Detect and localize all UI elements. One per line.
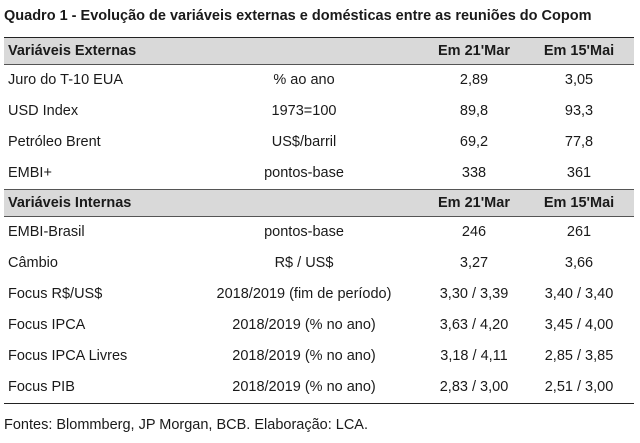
variable-name: EMBI+ [8, 165, 52, 181]
value-date2: 261 [566, 224, 592, 240]
value-date1: 338 [461, 165, 487, 181]
value-date2: 3,05 [564, 72, 594, 88]
section-label: Variáveis Externas [8, 43, 137, 59]
table-row: Focus PIB 2018/2019 (% no ano) 2,83 / 3,… [4, 372, 634, 403]
data-table: Variáveis Externas Em 21'Mar Em 15'Mai J… [4, 37, 634, 404]
source-footnote: Fontes: Blommberg, JP Morgan, BCB. Elabo… [4, 417, 369, 433]
variable-name: Petróleo Brent [8, 134, 101, 150]
table-row: USD Index 1973=100 89,8 93,3 [4, 96, 634, 127]
table-row: Focus R$/US$ 2018/2019 (fim de período) … [4, 279, 634, 310]
value-date1: 2,89 [459, 72, 489, 88]
value-date1: 3,63 / 4,20 [439, 317, 509, 333]
column-header-date2: Em 15'Mai [543, 195, 615, 211]
variable-unit: 2018/2019 (% no ano) [232, 317, 376, 333]
variable-name: Focus R$/US$ [8, 286, 103, 302]
value-date2: 2,85 / 3,85 [544, 348, 614, 364]
table-row: Câmbio R$ / US$ 3,27 3,66 [4, 248, 634, 279]
value-date2: 2,51 / 3,00 [544, 379, 614, 395]
variable-name: Focus IPCA [8, 317, 86, 333]
variable-unit: 1973=100 [271, 103, 337, 119]
variable-name: Focus IPCA Livres [8, 348, 128, 364]
table-title: Quadro 1 - Evolução de variáveis externa… [4, 8, 592, 24]
variable-unit: US$/barril [271, 134, 337, 150]
column-header-date1: Em 21'Mar [438, 43, 510, 59]
column-header-date2: Em 15'Mai [543, 43, 615, 59]
table-row: EMBI+ pontos-base 338 361 [4, 158, 634, 189]
variable-name: Juro do T-10 EUA [8, 72, 123, 88]
variable-name: EMBI-Brasil [8, 224, 85, 240]
table-row: Focus IPCA Livres 2018/2019 (% no ano) 3… [4, 341, 634, 372]
table-row: Petróleo Brent US$/barril 69,2 77,8 [4, 127, 634, 158]
value-date2: 93,3 [564, 103, 594, 119]
value-date1: 69,2 [459, 134, 489, 150]
value-date1: 3,27 [459, 255, 489, 271]
section-header-internal: Variáveis Internas Em 21'Mar Em 15'Mai [4, 189, 634, 217]
variable-unit: pontos-base [264, 224, 344, 240]
value-date1: 3,30 / 3,39 [439, 286, 509, 302]
column-header-date1: Em 21'Mar [438, 195, 510, 211]
value-date2: 3,40 / 3,40 [544, 286, 614, 302]
value-date1: 3,18 / 4,11 [440, 348, 508, 364]
table-row: Focus IPCA 2018/2019 (% no ano) 3,63 / 4… [4, 310, 634, 341]
value-date2: 361 [566, 165, 592, 181]
value-date1: 246 [461, 224, 487, 240]
table-row: Juro do T-10 EUA % ao ano 2,89 3,05 [4, 65, 634, 96]
value-date2: 3,66 [564, 255, 594, 271]
variable-unit: pontos-base [264, 165, 344, 181]
variable-name: Focus PIB [8, 379, 75, 395]
variable-name: USD Index [8, 103, 79, 119]
variable-unit: R$ / US$ [274, 255, 334, 271]
variable-unit: 2018/2019 (% no ano) [232, 348, 376, 364]
section-label: Variáveis Internas [8, 195, 132, 211]
section-header-external: Variáveis Externas Em 21'Mar Em 15'Mai [4, 38, 634, 65]
variable-unit: 2018/2019 (% no ano) [232, 379, 376, 395]
value-date1: 2,83 / 3,00 [439, 379, 509, 395]
value-date1: 89,8 [459, 103, 489, 119]
variable-name: Câmbio [8, 255, 58, 271]
value-date2: 77,8 [564, 134, 594, 150]
variable-unit: 2018/2019 (fim de período) [216, 286, 392, 302]
variable-unit: % ao ano [273, 72, 335, 88]
table-row: EMBI-Brasil pontos-base 246 261 [4, 217, 634, 248]
value-date2: 3,45 / 4,00 [544, 317, 614, 333]
